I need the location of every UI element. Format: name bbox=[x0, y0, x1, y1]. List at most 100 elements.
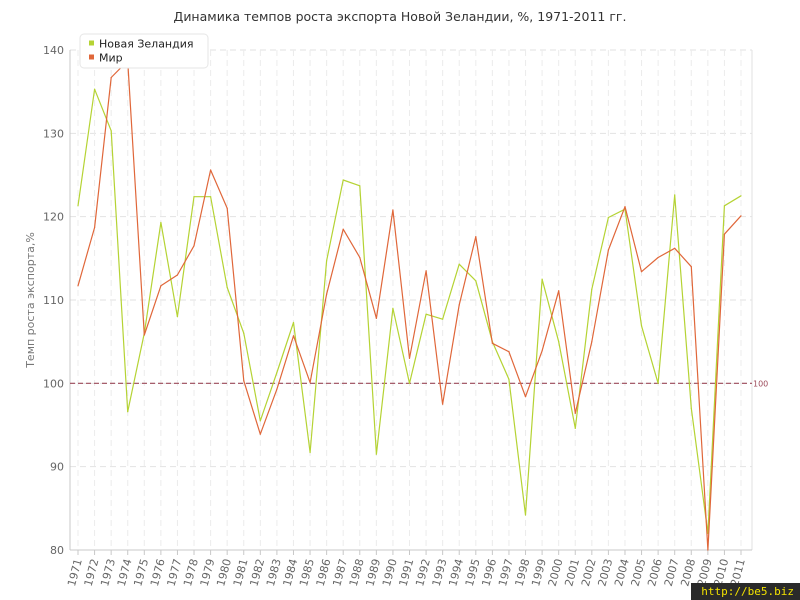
legend-box bbox=[79, 33, 209, 69]
data-point bbox=[458, 304, 460, 306]
data-point bbox=[574, 427, 576, 429]
data-point bbox=[425, 313, 427, 315]
data-point bbox=[375, 453, 377, 455]
data-point bbox=[674, 247, 676, 249]
data-point bbox=[640, 325, 643, 327]
data-point bbox=[558, 290, 560, 292]
data-point bbox=[309, 381, 311, 384]
data-point bbox=[193, 245, 195, 247]
data-point bbox=[93, 88, 96, 90]
legend-marker bbox=[89, 54, 94, 60]
data-point bbox=[77, 285, 79, 287]
data-point bbox=[707, 549, 709, 551]
y-tick-label: 80 bbox=[50, 544, 64, 557]
data-point bbox=[93, 226, 96, 229]
data-point bbox=[425, 270, 427, 272]
y-tick-label: 130 bbox=[43, 127, 64, 140]
y-axis-title: Темп роста экспорта,% bbox=[24, 232, 37, 369]
data-point bbox=[375, 317, 377, 319]
y-tick-label: 120 bbox=[43, 211, 64, 224]
data-point bbox=[392, 307, 394, 309]
data-point bbox=[591, 341, 593, 343]
data-point bbox=[292, 321, 295, 324]
data-point bbox=[524, 514, 527, 516]
data-point bbox=[326, 260, 328, 262]
data-point bbox=[259, 420, 261, 422]
data-point bbox=[541, 350, 543, 352]
data-point bbox=[640, 271, 643, 273]
data-point bbox=[359, 256, 361, 259]
data-point bbox=[408, 357, 411, 359]
data-point bbox=[723, 233, 726, 235]
data-point bbox=[243, 332, 245, 334]
data-point bbox=[342, 179, 344, 181]
data-point bbox=[276, 388, 278, 390]
data-point bbox=[110, 76, 112, 79]
data-point bbox=[243, 380, 245, 382]
data-point bbox=[475, 236, 477, 238]
legend-label: Новая Зеландия bbox=[99, 38, 194, 51]
data-point bbox=[77, 205, 79, 207]
data-point bbox=[524, 396, 527, 398]
watermark[interactable]: http://be5.biz bbox=[691, 583, 800, 600]
chart-title: Динамика темпов роста экспорта Новой Зел… bbox=[173, 9, 627, 24]
data-point bbox=[740, 195, 742, 197]
data-point bbox=[607, 249, 610, 251]
data-point bbox=[707, 532, 709, 534]
y-tick-label: 110 bbox=[43, 294, 64, 307]
data-point bbox=[607, 216, 610, 219]
data-point bbox=[210, 196, 212, 198]
data-point bbox=[143, 334, 145, 336]
data-point bbox=[508, 378, 510, 380]
grid bbox=[70, 49, 753, 550]
data-point bbox=[558, 341, 560, 343]
data-point bbox=[127, 411, 129, 413]
data-point bbox=[160, 221, 162, 224]
data-point bbox=[392, 209, 394, 211]
data-point bbox=[442, 403, 444, 405]
data-point bbox=[326, 293, 328, 295]
data-point bbox=[475, 280, 477, 282]
data-point bbox=[342, 228, 344, 230]
series-layer bbox=[77, 60, 742, 551]
data-point bbox=[442, 318, 444, 320]
data-point bbox=[276, 371, 278, 374]
legend-label: Мир bbox=[99, 52, 123, 65]
data-point bbox=[176, 316, 179, 318]
axes bbox=[69, 50, 752, 555]
legend-marker bbox=[89, 40, 94, 46]
y-tick-labels: 80 90 100 110 120 130 140 bbox=[43, 44, 64, 557]
data-point bbox=[193, 196, 195, 198]
data-point bbox=[210, 169, 212, 171]
data-point bbox=[226, 207, 228, 209]
data-point bbox=[624, 206, 626, 208]
data-point bbox=[574, 412, 576, 414]
data-point bbox=[176, 274, 179, 276]
data-point bbox=[541, 278, 543, 280]
y-tick-label: 90 bbox=[50, 461, 64, 474]
data-point bbox=[160, 285, 162, 287]
y-tick-label: 100 bbox=[43, 377, 64, 390]
data-point bbox=[408, 382, 411, 384]
x-tick-labels: 1971197219731974197519761977197819791980… bbox=[65, 557, 748, 587]
data-point bbox=[690, 266, 692, 268]
data-point bbox=[226, 286, 228, 289]
data-point bbox=[508, 351, 510, 353]
data-point bbox=[292, 335, 295, 337]
reference-line-group: 100 bbox=[70, 379, 768, 388]
data-point bbox=[657, 256, 659, 259]
data-point bbox=[491, 342, 493, 344]
data-point bbox=[723, 205, 726, 207]
data-point bbox=[591, 288, 593, 290]
data-point bbox=[259, 433, 261, 435]
data-point bbox=[674, 194, 676, 196]
data-point bbox=[740, 215, 742, 217]
data-point bbox=[458, 263, 460, 265]
reference-line-label: 100 bbox=[753, 379, 768, 388]
data-point bbox=[690, 407, 692, 409]
data-point bbox=[359, 185, 361, 187]
data-point bbox=[657, 382, 659, 384]
data-point bbox=[110, 130, 112, 132]
